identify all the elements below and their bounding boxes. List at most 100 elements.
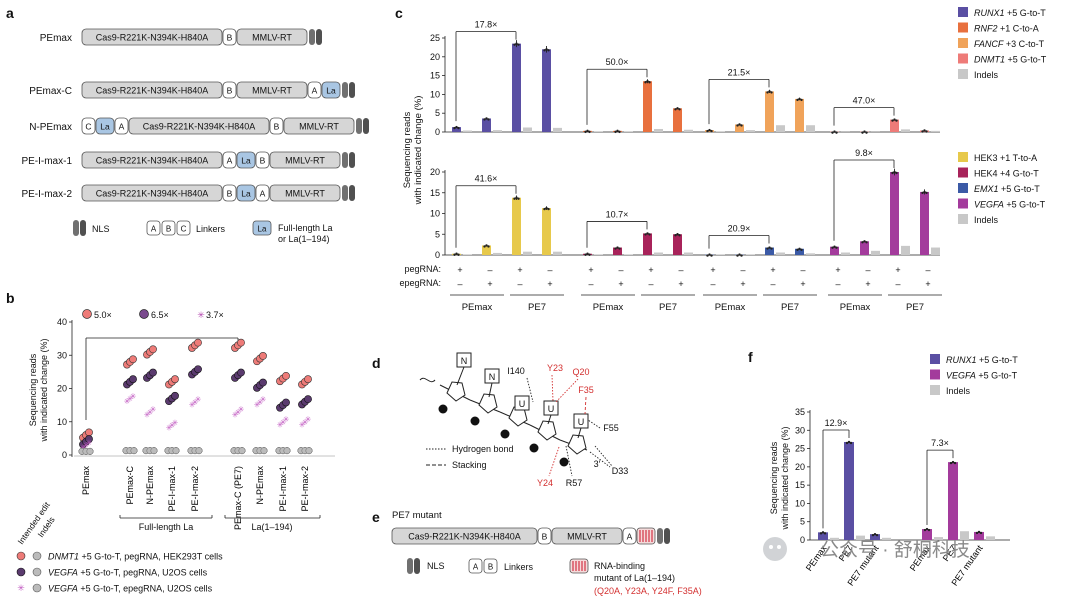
legend-entry: VEGFA +5 G-to-T <box>946 371 1018 381</box>
construct-domain <box>128 117 270 135</box>
legend-indel-marker <box>32 551 42 561</box>
legend-entry: Indels <box>974 215 999 225</box>
data-point <box>282 371 290 380</box>
linker-key <box>161 220 176 236</box>
construct-domain <box>622 527 637 545</box>
replicate-dot <box>921 191 924 195</box>
panel-label-b: b <box>6 290 15 306</box>
bar-indels <box>684 129 693 132</box>
replicate-dot <box>831 131 834 134</box>
construct-domain <box>222 28 237 46</box>
y-tick-label: 15 <box>430 71 440 81</box>
y-axis-label: Sequencing reads <box>402 111 413 188</box>
fold-label: 41.6× <box>475 174 498 184</box>
condition-sign: – <box>648 279 653 289</box>
condition-sign: + <box>678 279 683 289</box>
bar-edit <box>482 118 491 132</box>
data-point <box>171 375 179 384</box>
data-point: ✳ <box>232 410 239 419</box>
h-bond <box>526 377 534 403</box>
indel-point <box>150 447 158 455</box>
condition-sign: + <box>457 265 462 275</box>
domain-label: A <box>312 86 318 96</box>
condition-sign: + <box>770 265 775 275</box>
bar-indels <box>830 537 839 540</box>
replicate-dot <box>835 131 838 134</box>
bar-edit <box>542 49 551 132</box>
condition-sign: – <box>770 279 775 289</box>
indel-point <box>260 447 268 455</box>
replicate-dot <box>644 81 647 84</box>
legend-stacking: Stacking <box>452 460 487 470</box>
construct-domain <box>81 81 223 99</box>
replicate-dot <box>861 241 864 244</box>
y-tick-label: 10 <box>795 498 805 508</box>
domain-label: B <box>227 86 233 96</box>
group-label: PEmax <box>840 302 871 313</box>
group-label: La(1–194) <box>251 522 292 532</box>
bar-indels <box>746 130 755 132</box>
replicate-dot <box>823 532 827 535</box>
linker-key <box>146 220 161 236</box>
condition-sign: + <box>800 279 805 289</box>
bar-edit <box>643 81 652 132</box>
replicate-dot <box>925 191 928 195</box>
three-prime-label: 3′ <box>594 459 601 469</box>
linker-key <box>468 558 483 574</box>
replicate-dot <box>953 461 957 465</box>
replicate-dot <box>873 532 877 536</box>
bar-indels <box>841 252 850 255</box>
construct-domain <box>391 527 538 545</box>
x-category-label: PE-I-max-1 <box>167 466 177 512</box>
y-tick-label: 25 <box>430 33 440 43</box>
y-tick-label: 10 <box>430 89 440 99</box>
replicate-dot <box>845 441 849 445</box>
legend-nls: NLS <box>427 561 445 571</box>
nls-block <box>349 152 355 168</box>
x-category-label: PE-I-max-2 <box>300 466 310 512</box>
legend-entry: VEGFA +5 G-to-T, epegRNA, U2OS cells <box>48 584 213 594</box>
phosphate <box>529 443 539 453</box>
bar-edit <box>920 191 929 255</box>
phosphate <box>500 429 510 439</box>
data-point: ✳ <box>238 405 245 414</box>
replicate-dot <box>865 241 868 244</box>
x-category-label: N-PEmax <box>255 466 265 505</box>
replicate-dot <box>925 130 928 133</box>
group-label: PE7 <box>528 302 546 313</box>
replicate-dot <box>891 171 894 175</box>
replicate-dot <box>977 530 981 534</box>
legend-entry: DNMT1 +5 G-to-T, pegRNA, HEK293T cells <box>48 552 223 562</box>
condition-sign: – <box>588 279 593 289</box>
replicate-dot <box>584 253 587 256</box>
indel-point <box>283 447 291 455</box>
data-point: ✳ <box>124 397 131 406</box>
construct-name: PEmax <box>40 33 72 44</box>
data-point <box>237 368 245 377</box>
h-bond <box>551 374 554 402</box>
legend-marker: ✳ <box>17 583 25 593</box>
base-label: U <box>548 404 555 414</box>
replicate-dot <box>706 254 709 257</box>
nls-block <box>342 185 348 201</box>
glycosidic-bond <box>488 382 493 398</box>
replicate-dot <box>674 108 677 111</box>
data-point: ✳ <box>305 415 312 424</box>
y-tick-label: 0 <box>435 250 440 260</box>
data-point: ✳ <box>83 441 90 450</box>
data-point: ✳ <box>172 418 179 427</box>
replicate-dot <box>485 244 488 247</box>
data-point: ✳ <box>86 438 93 447</box>
domain-label: C <box>85 122 91 132</box>
replicate-dot <box>453 126 456 130</box>
fold-label: 17.8× <box>475 20 498 30</box>
nls-block <box>349 82 355 98</box>
indel-point <box>130 447 138 455</box>
y-tick-label: 30 <box>57 350 67 360</box>
nls-block <box>316 29 322 45</box>
domain-label: Cas9-R221K-N394K-H840A <box>96 86 209 96</box>
condition-sign: + <box>487 279 492 289</box>
replicate-dot <box>678 108 681 111</box>
y-tick-label: 0 <box>62 450 67 460</box>
